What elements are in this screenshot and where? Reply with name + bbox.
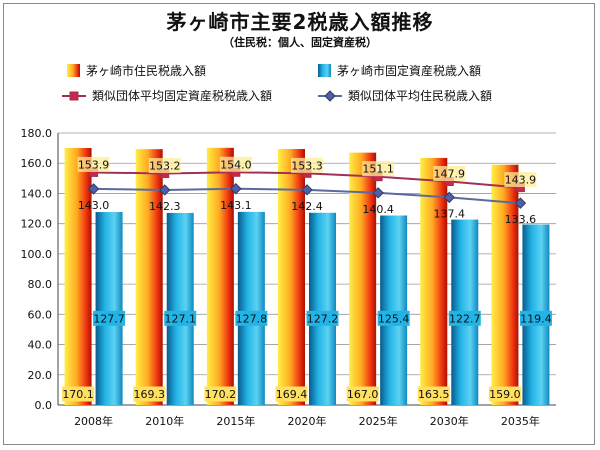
- data-label-city-resident-tax-box: [346, 386, 379, 402]
- data-label-city-resident-tax-box: [133, 386, 166, 402]
- data-label-city-property-tax-box: [306, 310, 339, 326]
- data-label-city-property-tax-box: [377, 310, 410, 326]
- data-label-city-property-tax: 127.2: [307, 312, 339, 325]
- y-tick-label: 20.0: [28, 369, 53, 382]
- x-tick-label: 2035年: [501, 414, 540, 428]
- data-label-avg-property-tax-box: [433, 166, 466, 182]
- data-label-avg-resident-tax: 140.4: [362, 203, 394, 216]
- data-label-avg-resident-tax: 142.4: [291, 200, 323, 213]
- bar-city-resident-tax: [206, 147, 234, 405]
- data-label-avg-resident-tax: 143.0: [78, 199, 110, 212]
- legend-label-avg-property-tax: 類似団体平均固定資産税税歳入額: [92, 88, 272, 103]
- data-label-city-resident-tax-box: [204, 386, 237, 402]
- x-tick-label: 2020年: [288, 414, 327, 428]
- data-label-avg-property-tax-box: [504, 172, 537, 188]
- data-label-city-resident-tax-box: [275, 386, 308, 402]
- data-label-city-resident-tax-box: [417, 386, 450, 402]
- y-tick-label: 120.0: [21, 218, 53, 231]
- data-label-avg-property-tax: 153.9: [78, 158, 110, 171]
- y-tick-label: 100.0: [21, 248, 53, 261]
- y-tick-label: 0.0: [35, 399, 53, 412]
- bar-city-property-tax: [380, 215, 408, 405]
- data-label-city-property-tax: 127.7: [93, 312, 125, 325]
- bar-city-property-tax: [166, 212, 194, 405]
- data-label-avg-property-tax: 151.1: [362, 163, 394, 176]
- data-label-city-resident-tax-box: [488, 386, 521, 402]
- chart-title: 茅ヶ崎市主要2税歳入額推移: [166, 10, 434, 34]
- data-label-city-resident-tax: 169.4: [276, 388, 308, 401]
- data-label-city-property-tax: 122.7: [449, 312, 481, 325]
- data-label-city-resident-tax-box: [62, 386, 95, 402]
- data-label-city-property-tax-box: [448, 310, 481, 326]
- bar-city-resident-tax: [420, 157, 448, 405]
- bar-city-property-tax: [95, 212, 123, 405]
- data-label-avg-resident-tax: 143.1: [220, 199, 252, 212]
- y-tick-label: 80.0: [28, 278, 53, 291]
- x-tick-label: 2010年: [145, 414, 184, 428]
- legend-label-city-resident-tax: 茅ヶ崎市住民税歳入額: [86, 63, 206, 78]
- data-label-avg-property-tax: 154.0: [220, 158, 252, 171]
- marker-avg-resident-tax: [159, 184, 171, 196]
- data-label-city-property-tax-box: [235, 310, 268, 326]
- y-tick-label: 180.0: [21, 127, 53, 140]
- y-tick-label: 40.0: [28, 339, 53, 352]
- data-label-city-property-tax: 119.4: [520, 312, 552, 325]
- x-tick-label: 2025年: [359, 414, 398, 428]
- x-tick-label: 2030年: [430, 414, 469, 428]
- data-label-city-resident-tax: 167.0: [347, 388, 379, 401]
- data-label-avg-property-tax: 147.9: [434, 168, 466, 181]
- data-label-avg-property-tax-box: [148, 157, 181, 173]
- data-label-city-property-tax: 127.1: [164, 312, 196, 325]
- marker-avg-resident-tax: [230, 183, 242, 195]
- data-label-avg-property-tax: 153.2: [149, 159, 181, 172]
- marker-avg-resident-tax: [443, 191, 455, 204]
- bar-city-resident-tax: [491, 164, 519, 405]
- data-label-city-resident-tax: 170.2: [205, 388, 237, 401]
- data-label-city-property-tax-box: [164, 310, 197, 326]
- bar-city-resident-tax: [135, 149, 163, 405]
- legend-swatch-city-resident-tax: [67, 64, 80, 77]
- legend-label-city-property-tax: 茅ヶ崎市固定資産税歳入額: [337, 63, 481, 78]
- bar-city-resident-tax: [64, 147, 92, 405]
- data-label-avg-property-tax: 143.9: [505, 174, 537, 187]
- data-label-avg-resident-tax: 137.4: [434, 207, 466, 220]
- data-label-avg-resident-tax: 142.3: [149, 200, 181, 213]
- y-tick-label: 160.0: [21, 157, 53, 170]
- data-label-avg-property-tax: 153.3: [291, 159, 323, 172]
- data-label-avg-property-tax-box: [219, 156, 252, 172]
- data-label-city-resident-tax: 169.3: [133, 388, 165, 401]
- x-tick-label: 2015年: [216, 414, 255, 428]
- bar-city-resident-tax: [349, 152, 377, 405]
- chart-subtitle: （住民税：個人、固定資産税）: [223, 36, 377, 49]
- y-tick-label: 140.0: [21, 187, 53, 200]
- bar-city-property-tax: [237, 211, 265, 405]
- data-label-city-property-tax: 125.4: [378, 312, 410, 325]
- data-label-city-property-tax: 127.8: [236, 312, 268, 325]
- plot-area: 0.0 20.0 40.0 60.0 80.0 100.0 120.0 140.0 160.0 1…: [21, 127, 556, 428]
- data-label-avg-property-tax-box: [362, 161, 395, 177]
- x-tick-label: 2008年: [74, 414, 113, 428]
- data-label-avg-property-tax-box: [291, 157, 323, 173]
- data-label-city-property-tax-box: [519, 310, 552, 326]
- legend-swatch-city-property-tax: [318, 64, 331, 77]
- data-label-avg-property-tax-box: [77, 156, 110, 172]
- legend-marker-avg-resident-tax: [324, 90, 336, 102]
- bar-city-resident-tax: [278, 149, 305, 405]
- marker-avg-resident-tax: [514, 197, 527, 209]
- bar-city-property-tax: [309, 212, 336, 405]
- marker-avg-resident-tax: [372, 187, 384, 199]
- data-label-city-resident-tax: 163.5: [418, 388, 450, 401]
- data-label-city-resident-tax: 170.1: [62, 388, 94, 401]
- marker-avg-resident-tax: [87, 183, 100, 195]
- legend: 茅ヶ崎市住民税歳入額 茅ヶ崎市固定資産税歳入額 類似団体平均固定資産税税歳入額 …: [62, 63, 492, 103]
- data-label-avg-resident-tax: 133.6: [505, 213, 537, 226]
- y-tick-label: 60.0: [28, 308, 53, 321]
- legend-label-avg-resident-tax: 類似団体平均住民税歳入額: [348, 89, 492, 103]
- marker-avg-resident-tax: [301, 184, 313, 196]
- legend-marker-avg-property-tax: [69, 91, 79, 101]
- data-label-city-property-tax-box: [93, 310, 126, 326]
- data-label-city-resident-tax: 159.0: [489, 388, 521, 401]
